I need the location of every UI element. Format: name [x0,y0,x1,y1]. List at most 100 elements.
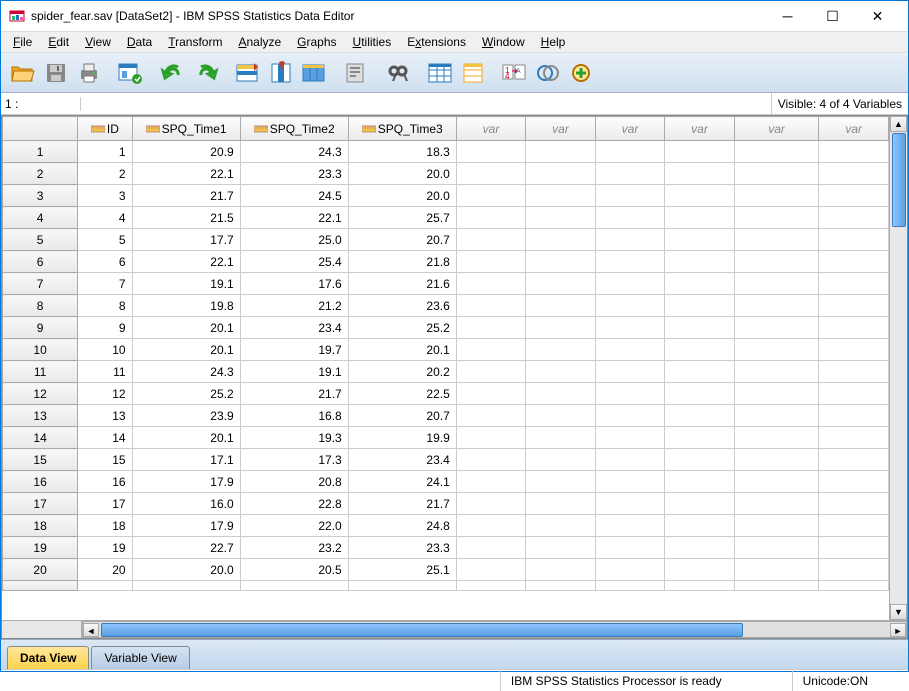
cell-empty[interactable] [734,295,819,317]
cell[interactable]: 25.7 [348,207,456,229]
cell-empty[interactable] [665,493,735,515]
cell[interactable]: 19.3 [240,427,348,449]
cell-empty[interactable] [456,449,526,471]
row-header[interactable]: 8 [3,295,78,317]
cell-empty[interactable] [819,515,889,537]
cell-empty[interactable] [526,229,596,251]
find-button[interactable] [382,57,414,89]
cell-empty[interactable] [819,141,889,163]
cell[interactable]: 22.8 [240,493,348,515]
cell-empty[interactable] [665,207,735,229]
cell-empty[interactable] [819,493,889,515]
cell-empty[interactable] [456,471,526,493]
cell[interactable]: 20.1 [132,427,240,449]
cell[interactable]: 20.5 [240,559,348,581]
cell-empty[interactable] [526,295,596,317]
cell-empty[interactable] [526,471,596,493]
row-header[interactable]: 19 [3,537,78,559]
row-header[interactable]: 10 [3,339,78,361]
cell[interactable]: 11 [78,361,132,383]
cell[interactable]: 25.2 [132,383,240,405]
column-header-blank[interactable]: var [456,117,526,141]
cell-empty[interactable] [734,273,819,295]
cell[interactable]: 16.0 [132,493,240,515]
cell[interactable]: 20.1 [132,317,240,339]
cell[interactable]: 15 [78,449,132,471]
cell[interactable]: 21.7 [348,493,456,515]
cell[interactable]: 21.7 [240,383,348,405]
menu-help[interactable]: Help [533,33,574,51]
cell-empty[interactable] [595,273,665,295]
column-header-blank[interactable]: var [665,117,735,141]
row-header[interactable]: 9 [3,317,78,339]
cell[interactable]: 4 [78,207,132,229]
corner-cell[interactable] [3,117,78,141]
cell[interactable]: 19.9 [348,427,456,449]
cell-empty[interactable] [734,405,819,427]
menu-data[interactable]: Data [119,33,160,51]
cell[interactable]: 20.8 [240,471,348,493]
cell-empty[interactable] [595,449,665,471]
cell-empty[interactable] [734,339,819,361]
column-header-blank[interactable]: var [595,117,665,141]
cell[interactable]: 20.0 [132,559,240,581]
cell-empty[interactable] [665,317,735,339]
recall-dialog-button[interactable] [115,57,147,89]
cell-empty[interactable] [595,163,665,185]
cell-empty[interactable] [819,361,889,383]
cell[interactable]: 22.7 [132,537,240,559]
cell-empty[interactable] [526,185,596,207]
cell-empty[interactable] [734,559,819,581]
cell-empty[interactable] [595,427,665,449]
row-header[interactable]: 18 [3,515,78,537]
variable-view-tab[interactable]: Variable View [91,646,189,669]
save-button[interactable] [40,57,72,89]
cell[interactable]: 2 [78,163,132,185]
cell-empty[interactable] [734,427,819,449]
column-header-id[interactable]: ID [78,117,132,141]
cell-empty[interactable] [819,295,889,317]
cell-empty[interactable] [819,427,889,449]
cell[interactable]: 23.3 [348,537,456,559]
cell-empty[interactable] [819,339,889,361]
vertical-scrollbar[interactable]: ▲ ▼ [889,116,907,620]
undo-button[interactable] [157,57,189,89]
cell-empty[interactable] [734,251,819,273]
cell[interactable]: 21.6 [348,273,456,295]
row-header[interactable]: 6 [3,251,78,273]
cell[interactable]: 1 [78,141,132,163]
cell[interactable]: 22.0 [240,515,348,537]
cell[interactable]: 3 [78,185,132,207]
cell[interactable]: 25.2 [348,317,456,339]
cell-empty[interactable] [734,383,819,405]
row-header[interactable]: 11 [3,361,78,383]
cell[interactable]: 6 [78,251,132,273]
menu-window[interactable]: Window [474,33,533,51]
cell-empty[interactable] [526,163,596,185]
cell[interactable]: 19.8 [132,295,240,317]
cell-empty[interactable] [595,207,665,229]
cell[interactable]: 24.3 [240,141,348,163]
cell[interactable]: 17.6 [240,273,348,295]
cell[interactable]: 12 [78,383,132,405]
cell-empty[interactable] [595,339,665,361]
cell-empty[interactable] [595,405,665,427]
cell-empty[interactable] [456,207,526,229]
cell-empty[interactable] [665,405,735,427]
cell[interactable]: 23.4 [348,449,456,471]
row-header[interactable]: 16 [3,471,78,493]
cell-empty[interactable] [819,185,889,207]
cell-empty[interactable] [595,295,665,317]
cell[interactable]: 8 [78,295,132,317]
menu-graphs[interactable]: Graphs [289,33,344,51]
cell[interactable]: 24.8 [348,515,456,537]
use-sets-button[interactable] [532,57,564,89]
row-header[interactable]: 13 [3,405,78,427]
cell[interactable]: 5 [78,229,132,251]
cell-empty[interactable] [526,317,596,339]
cell[interactable]: 17.1 [132,449,240,471]
cell-empty[interactable] [456,405,526,427]
cell-empty[interactable] [595,559,665,581]
cell-empty[interactable] [734,449,819,471]
row-header[interactable]: 17 [3,493,78,515]
